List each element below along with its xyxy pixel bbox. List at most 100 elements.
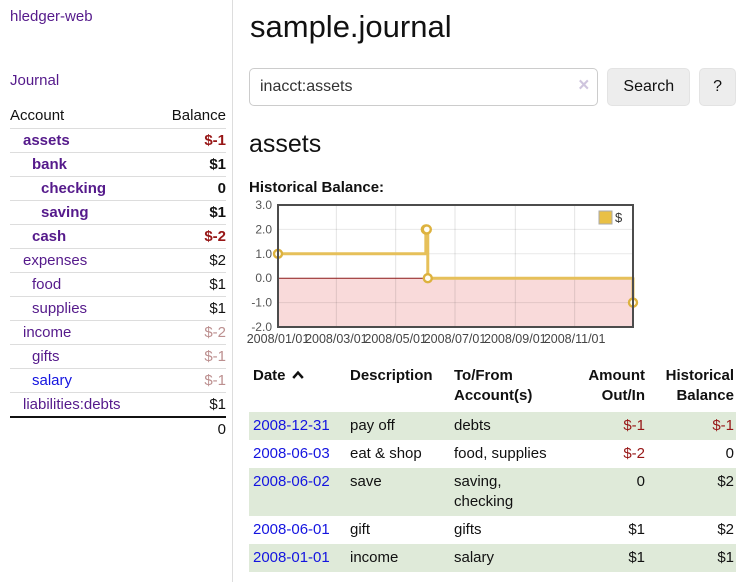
- svg-text:2.0: 2.0: [255, 222, 272, 236]
- account-balance: $-1: [154, 128, 226, 153]
- register-col-accounts: To/From Account(s): [454, 367, 533, 404]
- transaction-balance: $-1: [712, 417, 734, 434]
- transaction-row: 2008-06-02 save saving, checking 0 $2: [249, 468, 736, 516]
- account-heading: assets: [249, 130, 322, 158]
- account-balance: $1: [154, 296, 226, 321]
- register-table: Date Description To/From Account(s) Amou…: [249, 364, 736, 572]
- transaction-accounts: debts: [454, 417, 491, 434]
- search-input[interactable]: [249, 68, 599, 106]
- transaction-balance: $2: [717, 473, 734, 490]
- chart-heading: Historical Balance:: [249, 179, 385, 196]
- transaction-date-link[interactable]: 2008-06-01: [253, 521, 330, 538]
- transaction-accounts: salary: [454, 549, 495, 566]
- transaction-amount: $-1: [623, 417, 645, 434]
- account-link[interactable]: supplies: [32, 300, 88, 317]
- search-button[interactable]: Search: [607, 68, 691, 106]
- accounts-table: Account Balance assets $-1 bank $1 check…: [10, 104, 226, 441]
- account-link[interactable]: checking: [41, 180, 107, 197]
- search-form: × Search ?: [249, 68, 736, 106]
- svg-text:3.0: 3.0: [255, 198, 272, 212]
- transaction-date-link[interactable]: 2008-06-03: [253, 445, 330, 462]
- account-balance: $1: [154, 200, 226, 225]
- spacer: [10, 416, 155, 441]
- transaction-accounts: saving, checking: [454, 473, 514, 510]
- account-row: checking 0: [10, 176, 226, 201]
- account-link[interactable]: salary: [32, 372, 73, 389]
- account-row: expenses $2: [10, 248, 226, 273]
- transaction-date-link[interactable]: 2008-01-01: [253, 549, 330, 566]
- register-col-date[interactable]: Date: [249, 364, 346, 412]
- transaction-description: eat & shop: [350, 445, 422, 462]
- historical-balance-chart: $3.0 2.0 1.0 0.0 -1.0 -2.02008/01/012008/03/0…: [247, 198, 639, 346]
- transaction-date-link[interactable]: 2008-12-31: [253, 417, 330, 434]
- svg-text:2008/09/01: 2008/09/01: [484, 332, 547, 346]
- transaction-balance: $1: [717, 549, 734, 566]
- account-balance: 0: [154, 176, 226, 201]
- account-row: salary $-1: [10, 368, 226, 393]
- svg-text:2008/11/01: 2008/11/01: [544, 332, 606, 346]
- transaction-amount: $-2: [623, 445, 645, 462]
- svg-text:2008/05/01: 2008/05/01: [364, 332, 427, 346]
- svg-text:2008/03/01: 2008/03/01: [305, 332, 368, 346]
- transaction-description: pay off: [350, 417, 395, 434]
- sidebar: hledger-web Journal Account Balance asse…: [0, 0, 233, 582]
- page-title: sample.journal: [250, 9, 452, 44]
- account-row: bank $1: [10, 152, 226, 177]
- svg-text:$: $: [615, 210, 623, 225]
- account-balance: $-1: [154, 368, 226, 393]
- register-col-amount: Amount Out/In: [588, 367, 645, 404]
- sort-ascending-icon: [291, 370, 304, 379]
- transaction-amount: 0: [636, 473, 645, 490]
- account-row: income $-2: [10, 320, 226, 345]
- register-col-description: Description: [350, 367, 433, 384]
- transaction-description: income: [350, 549, 399, 566]
- sidebar-item-journal[interactable]: Journal: [10, 72, 60, 89]
- account-link[interactable]: liabilities:debts: [23, 396, 121, 413]
- account-link[interactable]: expenses: [23, 252, 88, 269]
- account-link[interactable]: income: [23, 324, 72, 341]
- transaction-row: 2008-06-01 gift gifts $1 $2: [249, 516, 736, 544]
- account-link[interactable]: gifts: [32, 348, 60, 365]
- app-brand-link[interactable]: hledger-web: [10, 8, 93, 25]
- account-row: gifts $-1: [10, 344, 226, 369]
- transaction-date-link[interactable]: 2008-06-02: [253, 473, 330, 490]
- svg-text:-1.0: -1.0: [251, 296, 272, 310]
- register-header-row: Date Description To/From Account(s) Amou…: [249, 364, 736, 412]
- account-row: liabilities:debts $1: [10, 392, 226, 417]
- svg-text:2008/01/01: 2008/01/01: [247, 332, 310, 346]
- transaction-amount: $1: [628, 549, 645, 566]
- account-balance: $-1: [154, 344, 226, 369]
- account-link[interactable]: cash: [32, 228, 67, 245]
- svg-text:0.0: 0.0: [255, 271, 272, 285]
- transaction-description: save: [350, 473, 382, 490]
- clear-search-icon[interactable]: ×: [578, 75, 590, 96]
- transaction-row: 2008-01-01 income salary $1 $1: [249, 544, 736, 572]
- transaction-row: 2008-06-03 eat & shop food, supplies $-2…: [249, 440, 736, 468]
- search-help-button[interactable]: ?: [699, 68, 736, 106]
- account-row: supplies $1: [10, 296, 226, 321]
- account-link[interactable]: saving: [41, 204, 89, 221]
- svg-text:-2.0: -2.0: [251, 320, 272, 334]
- transaction-row: 2008-12-31 pay off debts $-1 $-1: [249, 412, 736, 440]
- account-link[interactable]: assets: [23, 132, 70, 149]
- accounts-col-account: Account: [10, 107, 65, 124]
- account-balance: $-2: [154, 320, 226, 345]
- transaction-balance: $2: [717, 521, 734, 538]
- register-col-balance: Historical Balance: [665, 367, 734, 404]
- transaction-accounts: gifts: [454, 521, 482, 538]
- account-balance: $-2: [154, 224, 226, 249]
- account-link[interactable]: food: [32, 276, 62, 293]
- account-row: cash $-2: [10, 224, 226, 249]
- account-row: saving $1: [10, 200, 226, 225]
- accounts-table-header: Account Balance: [10, 104, 226, 129]
- transaction-accounts: food, supplies: [454, 445, 547, 462]
- register-col-date-label: Date: [253, 367, 286, 384]
- transaction-description: gift: [350, 521, 371, 538]
- account-balance: $2: [154, 248, 226, 273]
- account-row: food $1: [10, 272, 226, 297]
- account-balance: $1: [154, 152, 226, 177]
- account-link[interactable]: bank: [32, 156, 68, 173]
- account-balance: $1: [154, 272, 226, 297]
- account-row: assets $-1: [10, 128, 226, 153]
- accounts-col-balance: Balance: [171, 107, 226, 124]
